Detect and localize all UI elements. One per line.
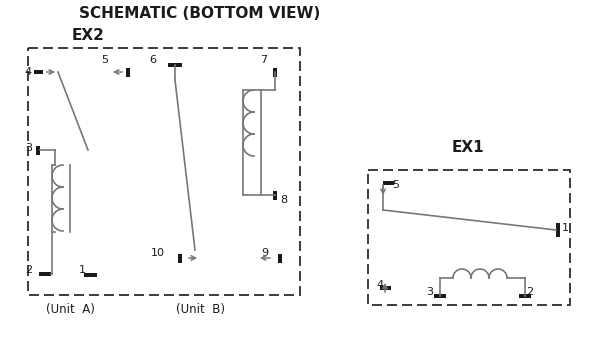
Bar (368, 170, 570, 305)
Bar (556, 223, 560, 237)
Text: 3: 3 (426, 287, 433, 297)
Bar (36, 146, 40, 154)
Bar (278, 253, 282, 263)
Text: 2: 2 (527, 287, 534, 297)
Text: 1: 1 (78, 265, 85, 275)
Bar (126, 68, 130, 76)
Text: 4: 4 (25, 67, 32, 77)
Text: 8: 8 (280, 195, 287, 205)
Text: 10: 10 (151, 248, 165, 258)
Text: 4: 4 (376, 280, 383, 290)
Text: (Unit  A): (Unit A) (45, 303, 94, 316)
Text: 5: 5 (392, 180, 399, 190)
Bar (380, 286, 390, 290)
Text: EX2: EX2 (72, 28, 104, 43)
Bar (28, 48, 300, 295)
Bar (273, 191, 277, 199)
Text: 5: 5 (101, 55, 109, 65)
Bar (519, 294, 531, 298)
Bar (84, 273, 97, 277)
Bar (434, 294, 446, 298)
Bar (39, 272, 51, 276)
Text: SCHEMATIC (BOTTOM VIEW): SCHEMATIC (BOTTOM VIEW) (79, 6, 321, 21)
Text: (Unit  B): (Unit B) (176, 303, 224, 316)
Text: 3: 3 (25, 143, 32, 153)
Bar (273, 68, 277, 76)
Text: 6: 6 (149, 55, 156, 65)
Bar (33, 70, 42, 74)
Text: 1: 1 (562, 223, 569, 233)
Text: 9: 9 (261, 248, 269, 258)
Text: 7: 7 (260, 55, 267, 65)
Bar (178, 253, 182, 263)
Text: 2: 2 (25, 265, 32, 275)
Bar (383, 181, 393, 185)
Bar (168, 63, 182, 67)
Text: EX1: EX1 (452, 140, 484, 155)
